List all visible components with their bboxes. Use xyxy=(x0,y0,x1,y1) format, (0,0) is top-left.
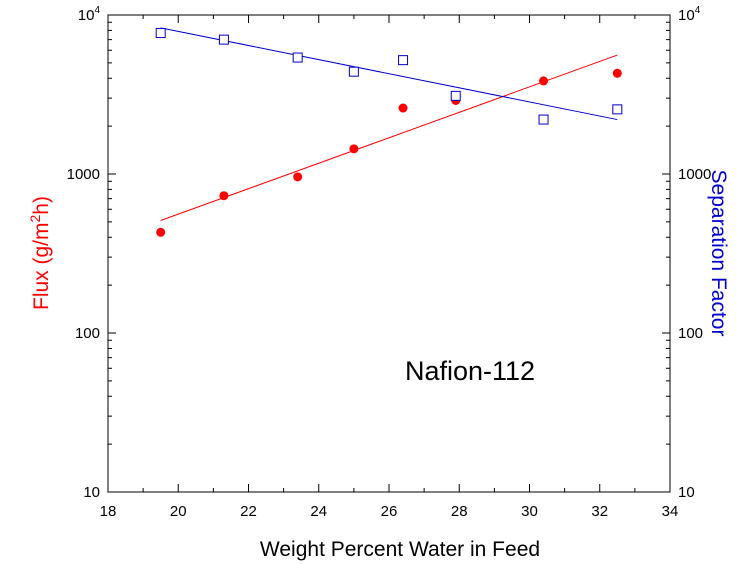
data-point xyxy=(450,90,461,101)
y-tick-label: 10 xyxy=(678,484,695,501)
plot-frame xyxy=(107,14,671,493)
y-tick-label: 100 xyxy=(75,325,100,342)
y-tick-label: 1000 xyxy=(67,166,100,183)
data-point xyxy=(539,76,549,86)
y-tick-label: 100 xyxy=(678,325,703,342)
x-tick-label: 34 xyxy=(662,503,679,520)
data-point xyxy=(348,66,359,77)
data-point xyxy=(156,227,166,237)
fit-line xyxy=(160,54,618,221)
y2-axis-title: Separation Factor xyxy=(707,170,730,337)
y-axis-title-text: Flux (g/m xyxy=(30,222,53,310)
x-tick-label: 26 xyxy=(381,503,398,520)
data-point xyxy=(155,28,166,39)
y-tick-label: 10 xyxy=(83,484,100,501)
y-axis-title: Flux (g/m2h) xyxy=(27,196,53,310)
x-tick-label: 28 xyxy=(451,503,468,520)
data-point xyxy=(349,144,359,154)
y-axis-title-sup: 2 xyxy=(27,214,43,222)
x-tick-label: 22 xyxy=(240,503,257,520)
x-tick-label: 32 xyxy=(591,503,608,520)
data-point xyxy=(398,103,408,113)
data-point xyxy=(293,172,303,182)
data-point xyxy=(219,191,229,201)
annotation: Nafion-112 xyxy=(405,356,535,386)
y-tick-label: 1000 xyxy=(678,166,711,183)
data-point xyxy=(612,68,622,78)
y-tick-label: 104 xyxy=(78,5,101,24)
x-tick-label: 30 xyxy=(521,503,538,520)
fit-line xyxy=(160,27,618,121)
y-tick-label-base: 10 xyxy=(78,7,95,24)
data-point xyxy=(218,34,229,45)
data-point xyxy=(398,55,409,66)
x-tick-label: 20 xyxy=(170,503,187,520)
y-tick-label-exp: 4 xyxy=(695,5,701,16)
y-tick-label-base: 10 xyxy=(678,7,695,24)
y-axis-title-tail: h) xyxy=(30,196,53,215)
x-tick-label: 24 xyxy=(310,503,327,520)
data-point xyxy=(538,114,549,125)
y-tick-label-exp: 4 xyxy=(94,5,100,16)
x-axis-title: Weight Percent Water in Feed xyxy=(260,538,540,561)
data-point xyxy=(292,52,303,63)
x-tick-label: 18 xyxy=(100,503,117,520)
data-point xyxy=(612,104,623,115)
y-tick-label: 104 xyxy=(678,5,701,24)
